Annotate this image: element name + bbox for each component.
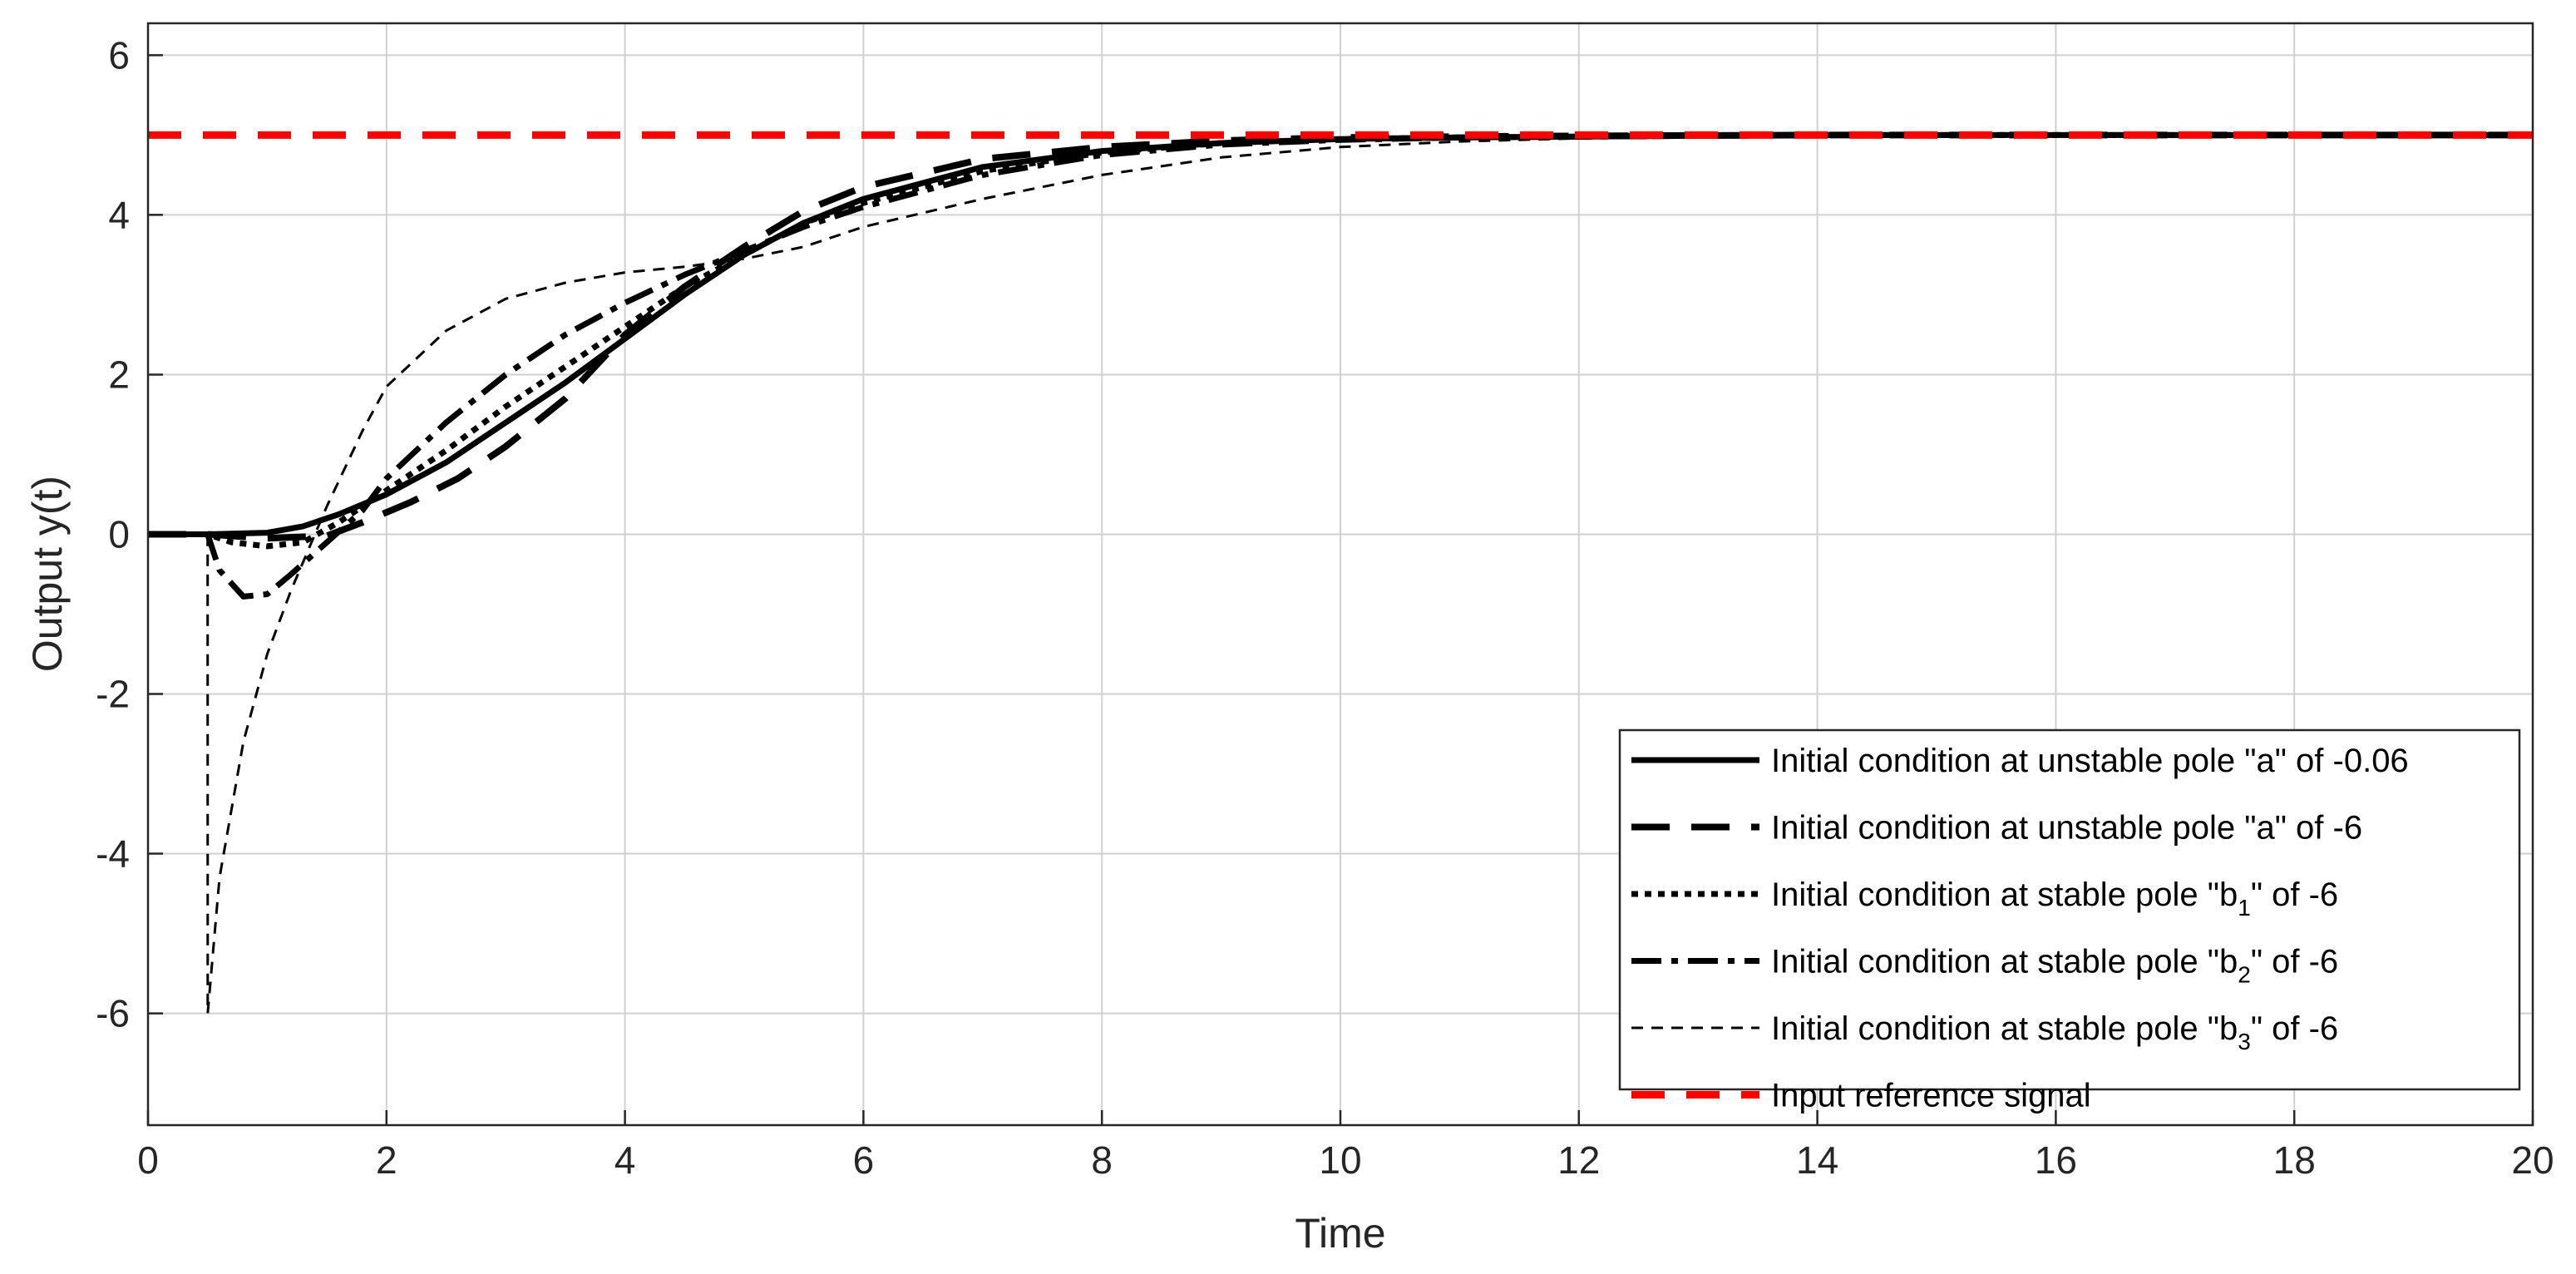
y-tick-label: -4	[96, 832, 130, 876]
y-axis-label: Output y(t)	[24, 476, 71, 672]
legend-label-6: Input reference signal	[1771, 1078, 2091, 1114]
legend-text-part: " of -6	[2251, 944, 2338, 980]
legend-subscript: 3	[2238, 1029, 2251, 1054]
y-tick-label: 4	[108, 193, 130, 236]
legend-label-5: Initial condition at stable pole "b3" of…	[1771, 1010, 2338, 1054]
series-line-4	[148, 131, 2533, 600]
legend-text-part: Initial condition at unstable pole "a" o…	[1771, 743, 2409, 779]
legend-box	[1618, 728, 2521, 1091]
x-axis-label: Time	[1295, 1210, 1385, 1257]
legend: Initial condition at unstable pole "a" o…	[1618, 728, 2521, 1114]
legend-label-3: Initial condition at stable pole "b1" of…	[1771, 876, 2338, 921]
x-tick-labels: 0 2 4 6 8 10 12 14 16 18 20	[137, 1138, 2554, 1182]
x-tick-label: 8	[1091, 1138, 1113, 1182]
x-tick-label: 4	[614, 1138, 636, 1182]
y-tick-label: 2	[108, 353, 130, 396]
series-lines	[148, 131, 2533, 1015]
series-line-5	[148, 133, 2533, 1015]
y-tick-label: 0	[108, 512, 130, 556]
x-tick-label: 6	[853, 1138, 875, 1182]
legend-text-part: " of -6	[2251, 1010, 2338, 1047]
x-tick-label: 2	[376, 1138, 397, 1182]
plot-frame	[146, 22, 2534, 1127]
legend-label-4: Initial condition at stable pole "b2" of…	[1771, 944, 2338, 988]
x-tick-label: 18	[2273, 1138, 2316, 1182]
legend-text-part: " of -6	[2251, 876, 2338, 913]
legend-label-2: Initial condition at unstable pole "a" o…	[1771, 810, 2362, 847]
x-tick-label: 14	[1796, 1138, 1838, 1182]
x-tick-label: 20	[2511, 1138, 2554, 1182]
legend-subscript: 1	[2238, 895, 2251, 921]
legend-text-part: Initial condition at stable pole "b	[1771, 1010, 2238, 1047]
y-tick-label: -2	[96, 673, 130, 716]
legend-text-part: Initial condition at stable pole "b	[1771, 944, 2238, 980]
x-tick-label: 12	[1557, 1138, 1600, 1182]
x-tick-label: 16	[2035, 1138, 2077, 1182]
legend-subscript: 2	[2238, 962, 2251, 988]
y-tick-labels: 6 4 2 0 -2 -4 -6	[96, 33, 130, 1035]
legend-text-part: Initial condition at stable pole "b	[1771, 876, 2238, 913]
y-tick-label: -6	[96, 992, 130, 1035]
x-tick-label: 0	[137, 1138, 159, 1182]
legend-text-part: Input reference signal	[1771, 1078, 2091, 1114]
x-tick-label: 10	[1319, 1138, 1361, 1182]
legend-text-part: Initial condition at unstable pole "a" o…	[1771, 810, 2362, 847]
legend-label-1: Initial condition at unstable pole "a" o…	[1771, 743, 2409, 779]
y-tick-label: 6	[108, 33, 130, 77]
